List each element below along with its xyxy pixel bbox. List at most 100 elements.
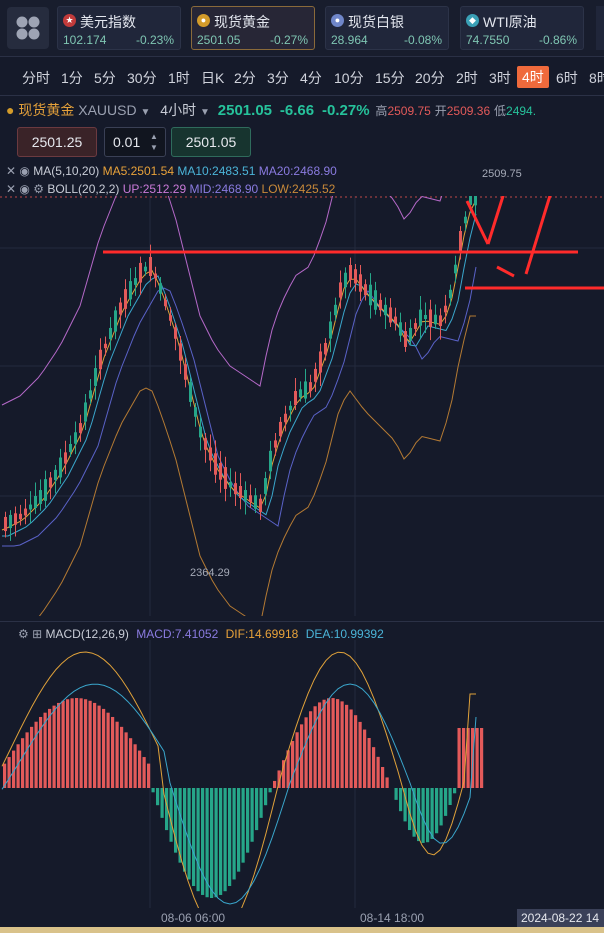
dif-line xyxy=(1,651,476,908)
caret-down-icon[interactable]: ▼ xyxy=(199,107,210,118)
tab-timeframe[interactable]: 6时 xyxy=(556,70,578,86)
tab-timeframe[interactable]: 1时 xyxy=(168,70,190,86)
quote-card-gold[interactable]: ● 现货黄金 2501.05 -0.27% xyxy=(191,6,315,50)
tab-timeframe[interactable]: 3分 xyxy=(267,70,289,86)
sell-price-button[interactable]: 2501.25 xyxy=(17,127,97,157)
lot-stepper-icon[interactable]: ▲ ▼ xyxy=(150,132,158,152)
candle-body xyxy=(234,483,237,495)
candle-body xyxy=(304,381,307,399)
period-select[interactable]: 4小时 xyxy=(160,102,197,118)
app-menu-button[interactable] xyxy=(7,7,49,49)
tab-timeframe[interactable]: 30分 xyxy=(127,70,157,86)
boll-mid-value: MID:2468.90 xyxy=(189,182,259,196)
tab-timeframe[interactable]: 8时 xyxy=(589,70,604,86)
macd-histogram-bar xyxy=(61,700,65,788)
macd-histogram-bar xyxy=(408,788,412,831)
macd-histogram-bar xyxy=(75,698,79,788)
quote-card-usd-index[interactable]: ★ 美元指数 102.174 -0.23% xyxy=(57,6,181,50)
tab-timeframe[interactable]: 4分 xyxy=(300,70,322,86)
timeframe-bar: 分时 1分 5分 30分 1时 日K 2分 3分 4分 10分 15分 20分 … xyxy=(0,64,604,91)
symbol-code[interactable]: XAUUSD xyxy=(78,102,137,118)
macd-chart[interactable] xyxy=(0,640,604,908)
macd-histogram-bar xyxy=(255,788,259,831)
candle-body xyxy=(44,479,47,501)
candle-body xyxy=(14,513,17,525)
macd-histogram-bar xyxy=(93,702,97,788)
close-icon[interactable]: ✕ xyxy=(6,164,17,178)
candle-body xyxy=(154,273,157,279)
tab-timeframe-active[interactable]: 4时 xyxy=(517,66,549,88)
macd-histogram-bar xyxy=(340,701,344,788)
macd-title[interactable]: MACD(12,26,9) xyxy=(45,627,129,641)
candle-body xyxy=(364,284,367,296)
settings-icon[interactable]: ⚙ xyxy=(33,182,44,196)
close-icon[interactable]: ✕ xyxy=(6,182,17,196)
tab-timeframe[interactable]: 3时 xyxy=(489,70,511,86)
tab-timeframe[interactable]: 2分 xyxy=(234,70,256,86)
macd-histogram-bar xyxy=(237,788,241,872)
macd-histogram-bar xyxy=(160,788,164,818)
macd-histogram-bar xyxy=(34,721,38,788)
candle-body xyxy=(424,314,427,320)
macd-histogram-bar xyxy=(7,757,11,788)
candle-body xyxy=(19,513,22,520)
tab-timeframe[interactable]: 分时 xyxy=(22,70,50,86)
tab-timeframe[interactable]: 2时 xyxy=(456,70,478,86)
tab-timeframe[interactable]: 5分 xyxy=(94,70,116,86)
macd-histogram-bar xyxy=(241,788,245,863)
tab-timeframe[interactable]: 15分 xyxy=(375,70,405,86)
candle-body xyxy=(344,272,347,288)
caret-down-icon[interactable]: ▼ xyxy=(140,107,151,118)
macd-histogram-bar xyxy=(12,750,16,788)
candle-body xyxy=(129,281,132,300)
eye-icon[interactable]: ◉ xyxy=(19,182,30,196)
quote-name: 现货白银 xyxy=(348,14,404,30)
candle-body xyxy=(169,315,172,321)
candle-body xyxy=(224,467,227,489)
dea-line xyxy=(1,683,477,905)
candle-body xyxy=(384,304,387,316)
expand-icon[interactable]: ⊞ xyxy=(32,627,43,641)
eye-icon[interactable]: ◉ xyxy=(19,164,30,178)
quote-card-silver[interactable]: ● 现货白银 28.964 -0.08% xyxy=(325,6,449,50)
tab-timeframe[interactable]: 20分 xyxy=(415,70,445,86)
candle-body xyxy=(334,304,337,316)
lot-size-input[interactable]: 0.01 xyxy=(104,127,166,157)
quote-price: 2501.05 xyxy=(197,33,241,47)
tab-timeframe[interactable]: 日K xyxy=(201,70,225,86)
tab-timeframe[interactable]: 10分 xyxy=(334,70,364,86)
settings-icon[interactable]: ⚙ xyxy=(18,627,29,641)
candle-body xyxy=(39,490,42,504)
candle-body xyxy=(439,315,442,327)
candlestick-chart[interactable] xyxy=(0,196,604,616)
boll-title[interactable]: BOLL(20,2,2) xyxy=(47,182,120,196)
ma-title[interactable]: MA(5,10,20) xyxy=(33,164,100,178)
dea-value: DEA:10.99392 xyxy=(305,627,384,641)
macd-histogram-bar xyxy=(304,717,308,788)
macd-histogram-bar xyxy=(246,788,250,853)
candle-body xyxy=(149,257,152,276)
candle-body xyxy=(29,504,32,510)
quote-card-wti-oil[interactable]: ◆ WTI原油 74.7550 -0.86% xyxy=(460,6,584,50)
candle-body xyxy=(469,196,472,205)
candle-body xyxy=(144,266,147,272)
buy-price-button[interactable]: 2501.05 xyxy=(171,127,251,157)
candle-body xyxy=(199,426,202,438)
macd-histogram-bar xyxy=(385,777,389,788)
macd-histogram-bar xyxy=(232,788,236,880)
symbol-name[interactable]: 现货黄金 xyxy=(18,102,75,118)
macd-histogram-bar xyxy=(43,712,47,788)
macd-histogram-bar xyxy=(435,788,439,834)
candle-body xyxy=(4,516,7,532)
us-flag-icon: ★ xyxy=(63,14,76,27)
macd-histogram-bar xyxy=(354,715,358,788)
macd-histogram-bar xyxy=(264,788,268,806)
price-change: -6.66 xyxy=(279,102,315,119)
quote-price: 102.174 xyxy=(63,33,107,47)
candle-body xyxy=(84,402,87,422)
macd-histogram-bar xyxy=(205,788,209,898)
macd-histogram-bar xyxy=(286,750,290,788)
tab-timeframe[interactable]: 1分 xyxy=(61,70,83,86)
macd-histogram-bar xyxy=(282,760,286,788)
clover-menu-icon xyxy=(16,16,40,40)
